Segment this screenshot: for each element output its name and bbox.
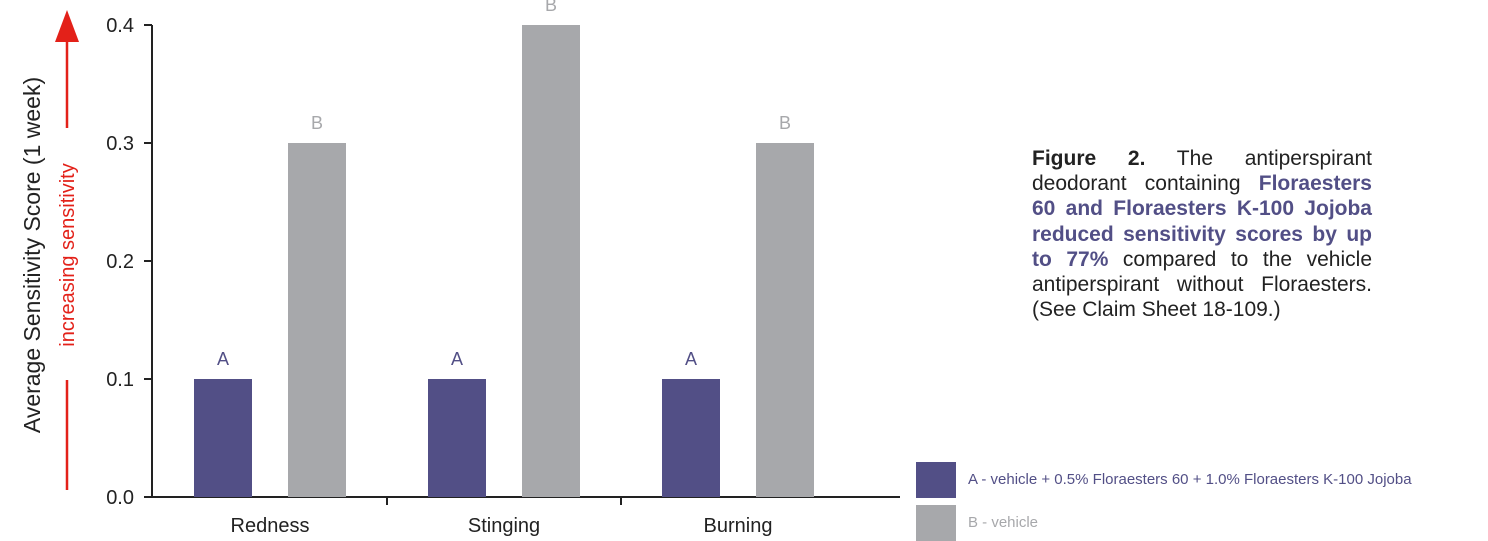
legend-label-a: A - vehicle + 0.5% Floraesters 60 + 1.0%…	[968, 471, 1412, 488]
bar-letter-label: B	[545, 0, 557, 15]
y-tick-label: 0.0	[106, 487, 134, 509]
caption-lead: Figure 2.	[1032, 147, 1146, 170]
y-tick-label: 0.1	[106, 369, 134, 391]
arrow-head	[55, 10, 79, 42]
bar-letter-label: B	[779, 113, 791, 133]
caption-text-1: The antiperspirant deodorant containing	[1032, 147, 1372, 196]
bar-letter-label: A	[685, 349, 697, 369]
x-tick-label: Stinging	[468, 515, 540, 537]
bar-a-redness	[194, 379, 252, 497]
x-tick-label: Redness	[231, 515, 310, 537]
bar-b-stinging	[522, 25, 580, 497]
chart-bars	[194, 25, 814, 497]
arrow-label: increasing sensitivity	[57, 163, 79, 346]
y-axis-title: Average Sensitivity Score (1 week)	[19, 77, 45, 433]
bar-a-stinging	[428, 379, 486, 497]
x-tick-label: Burning	[704, 515, 773, 537]
increasing-sensitivity-arrow: increasing sensitivity	[55, 10, 79, 490]
bar-chart: 0.0 0.1 0.2 0.3 0.4 Redness A B Stinging A B Burni…	[19, 0, 900, 537]
y-tick-label: 0.2	[106, 251, 134, 273]
bar-b-burning	[756, 143, 814, 497]
figure-caption: Figure 2. The antiperspirant deodorant c…	[1032, 146, 1372, 322]
bar-a-burning	[662, 379, 720, 497]
caption-text-2: compared to the vehicle antiperspirant w…	[1032, 247, 1372, 322]
bar-b-redness	[288, 143, 346, 497]
caption-highlight: Floraesters 60 and Floraesters K-100 Joj…	[1032, 172, 1372, 271]
y-tick-label: 0.4	[106, 15, 134, 37]
legend-label-b: B - vehicle	[968, 514, 1039, 531]
legend-swatch-b	[916, 505, 956, 541]
bar-letter-label: B	[311, 113, 323, 133]
bar-letter-label: A	[217, 349, 229, 369]
legend-swatch-a	[916, 462, 956, 498]
y-axis-title-group: Average Sensitivity Score (1 week)	[19, 77, 45, 433]
chart-labels: Redness A B Stinging A B Burning A B	[217, 0, 791, 537]
y-tick-label: 0.3	[106, 133, 134, 155]
bar-letter-label: A	[451, 349, 463, 369]
